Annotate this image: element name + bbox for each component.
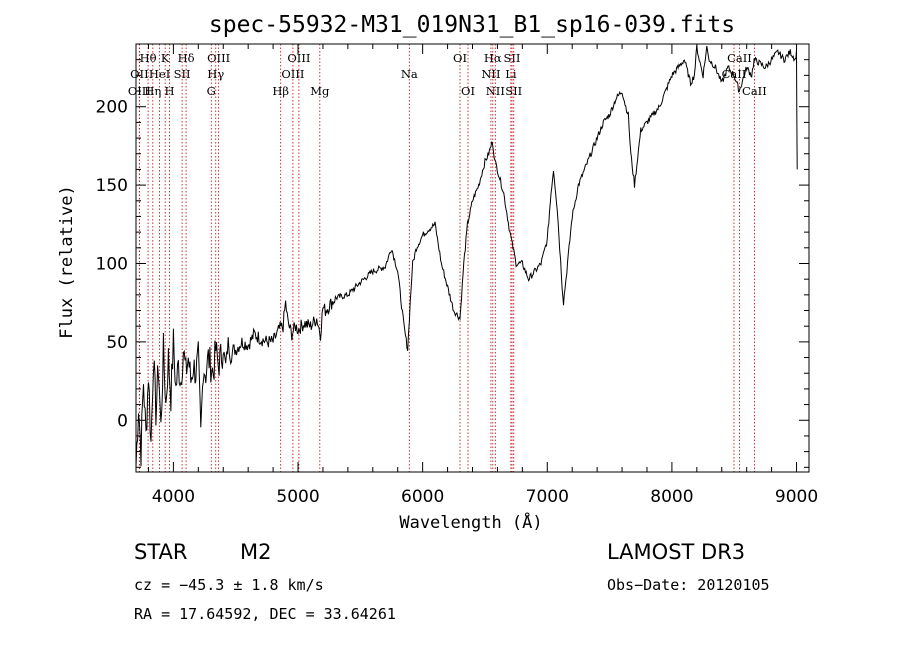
spectrum-series-line [135,45,798,468]
obs-date: Obs−Date: 20120105 [607,576,770,594]
y-axis-label: Flux (relative) [57,185,77,339]
chart-title: spec-55932-M31_019N31_B1_sp16-039.fits [209,12,735,38]
spectral-line-label: Mg [310,84,330,98]
x-tick-label: 8000 [650,487,693,507]
spectral-line-label: OI [461,84,475,98]
spectral-line-label: G [207,84,216,98]
spectral-line-label: CaII [722,67,747,81]
spectral-line-label: OIII [281,67,304,81]
x-tick-label: 6000 [401,487,444,507]
y-tick-label: 100 [96,254,128,274]
spectral-line-label: H [165,84,175,98]
velocity-readout: cz = −45.3 ± 1.8 km/s [134,576,324,594]
plot-frame [135,43,810,473]
spectral-line-label: Hγ [207,67,224,81]
x-axis-label: Wavelength (Å) [399,511,542,533]
spectral-line-label: Na [401,67,418,81]
spectral-line-label: CaII [742,84,767,98]
x-tick-label: 5000 [276,487,319,507]
x-tick-label: 7000 [526,487,569,507]
spectral-line-label: Hδ [178,51,195,65]
spectral-line-label: Li [505,67,517,81]
spectral-line-label: OI [453,51,467,65]
spectral-line-label: HeI [149,67,170,81]
spectral-line-label: NII [481,67,500,81]
y-tick-label: 0 [117,411,128,431]
survey-name: LAMOST DR3 [607,540,746,564]
y-tick-label: 150 [96,176,128,196]
spectral-line-label: SII [504,51,521,65]
spectral-line-label: Hα [484,51,502,65]
spectral-line-label: SII [505,84,522,98]
spectral-line-label: OII [130,67,149,81]
x-tick-label: 4000 [152,487,195,507]
y-tick-label: 50 [106,333,128,353]
spectral-line-label: Hβ [272,84,289,98]
object-class: STAR [134,540,188,564]
spectral-line-label: K [161,51,170,65]
spectral-line-label: NII [486,84,505,98]
spectral-line-label: OIII [287,51,310,65]
spectral-line-label: SII [174,67,191,81]
y-tick-label: 200 [96,98,128,118]
spectral-line-label: OIII [207,51,230,65]
spectral-line-label: CaII [727,51,752,65]
x-tick-label: 9000 [775,487,818,507]
coordinates: RA = 17.64592, DEC = 33.64261 [134,605,396,623]
spectral-line-label: Hθ [140,51,157,65]
object-subclass: M2 [240,540,272,564]
spectral-line-label: Hη [144,84,161,98]
